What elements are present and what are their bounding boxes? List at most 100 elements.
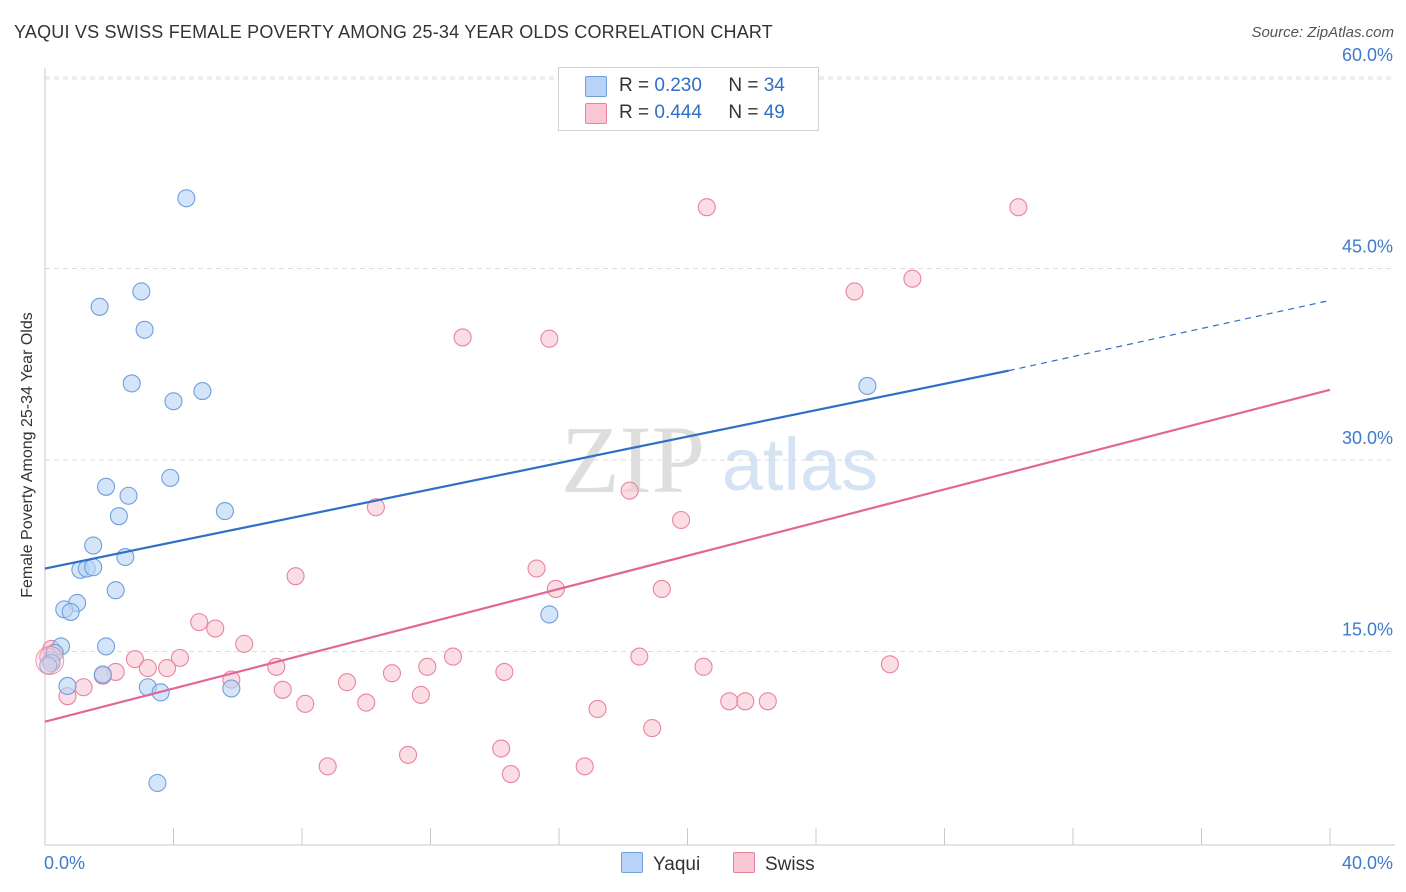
swiss-point	[1009, 198, 1028, 217]
yaqui-point	[96, 637, 116, 656]
r-label: R =	[619, 102, 650, 123]
swiss-point	[527, 559, 546, 578]
yaqui-point	[540, 605, 559, 624]
swiss-point	[495, 662, 514, 681]
yaqui-point	[93, 665, 112, 684]
legend-label-swiss: Swiss	[765, 854, 815, 875]
swiss-swatch	[733, 852, 755, 873]
yaqui-point	[122, 374, 141, 393]
n-value: 34	[763, 75, 785, 96]
r-value: 0.444	[654, 102, 702, 123]
yaqui-swatch	[621, 852, 643, 873]
watermark-atlas: atlas	[722, 423, 878, 506]
yaqui-point	[132, 282, 151, 301]
swiss-point	[720, 692, 739, 711]
tick-labels: 15.0% 30.0% 45.0% 60.0% 0.0% 40.0%	[44, 45, 1393, 873]
swiss-point	[296, 694, 315, 713]
swiss-point	[630, 647, 649, 666]
yaqui-trend-line	[44, 369, 1009, 570]
swiss-point	[443, 647, 463, 666]
swiss-swatch	[585, 103, 607, 124]
yaqui-point	[193, 382, 212, 401]
swiss-point	[672, 510, 691, 530]
swiss-point	[411, 685, 430, 704]
swiss-point	[492, 739, 511, 758]
axes	[44, 68, 1395, 846]
y-tick-label: 45.0%	[1342, 237, 1393, 257]
y-tick-label: 15.0%	[1342, 620, 1393, 640]
yaqui-point	[58, 676, 77, 696]
swiss-point	[286, 567, 305, 586]
n-label: N =	[728, 75, 759, 96]
source-label: Source: ZipAtlas.com	[1251, 24, 1394, 41]
r-value: 0.230	[654, 75, 702, 96]
yaqui-point	[161, 468, 180, 487]
swiss-point	[138, 659, 157, 678]
yaqui-point	[61, 602, 80, 621]
swiss-point	[273, 680, 292, 699]
swiss-point	[125, 650, 144, 669]
swiss-point	[880, 655, 899, 674]
yaqui-point	[106, 581, 125, 600]
yaqui-point	[148, 773, 167, 793]
yaqui-swatch	[585, 76, 607, 97]
swiss-point	[652, 579, 671, 598]
swiss-point	[206, 619, 225, 638]
swiss-point	[337, 673, 357, 692]
swiss-point-cluster	[35, 646, 65, 675]
swiss-point	[235, 634, 254, 653]
swiss-trend-line	[44, 388, 1331, 723]
n-label: N =	[728, 102, 759, 123]
swiss-point	[697, 198, 716, 217]
swiss-point	[357, 693, 376, 712]
swiss-point	[398, 745, 418, 764]
yaqui-point	[177, 189, 196, 208]
swiss-point	[382, 664, 402, 683]
stats-legend: R = 0.230 N = 34 R = 0.444 N = 49	[558, 67, 819, 131]
yaqui-point	[119, 486, 138, 505]
data-points	[35, 189, 1028, 793]
yaqui-point	[222, 679, 241, 698]
swiss-point	[588, 699, 607, 719]
yaqui-point	[84, 558, 103, 577]
swiss-point	[903, 269, 922, 288]
swiss-point	[170, 648, 189, 667]
yaqui-point	[90, 297, 109, 316]
watermark: ZIP atlas	[561, 406, 878, 513]
yaqui-point	[858, 376, 877, 396]
y-tick-label: 60.0%	[1342, 45, 1393, 65]
swiss-point	[190, 613, 209, 632]
swiss-point	[845, 282, 864, 301]
swiss-point	[501, 765, 520, 784]
legend-label-yaqui: Yaqui	[653, 854, 701, 875]
legend-item-swiss[interactable]: Swiss	[733, 852, 815, 876]
swiss-point	[575, 757, 594, 776]
y-tick-label: 30.0%	[1342, 428, 1393, 448]
x-tick-label-min: 0.0%	[44, 853, 85, 873]
x-tick-label-max: 40.0%	[1342, 853, 1393, 873]
swiss-point	[418, 657, 437, 676]
yaqui-point	[135, 320, 154, 339]
swiss-point	[620, 481, 639, 500]
chart-title: YAQUI VS SWISS FEMALE POVERTY AMONG 25-3…	[14, 22, 773, 42]
swiss-point	[74, 678, 93, 697]
swiss-point	[736, 692, 755, 711]
swiss-point	[694, 657, 713, 676]
r-label: R =	[619, 75, 650, 96]
n-value: 49	[763, 102, 785, 123]
legend-item-yaqui[interactable]: Yaqui	[621, 852, 700, 876]
swiss-point	[758, 692, 777, 711]
yaqui-trend-extension	[1008, 299, 1331, 372]
swiss-point	[318, 757, 337, 776]
series-legend: Yaqui Swiss	[0, 850, 1406, 878]
trend-lines	[44, 299, 1331, 723]
swiss-point	[158, 659, 177, 678]
yaqui-point	[164, 392, 183, 411]
swiss-point	[540, 329, 559, 348]
swiss-point	[643, 719, 662, 738]
yaqui-point	[215, 502, 234, 521]
grid-lines	[45, 76, 1395, 652]
yaqui-point	[109, 507, 128, 526]
yaqui-point	[96, 477, 116, 496]
